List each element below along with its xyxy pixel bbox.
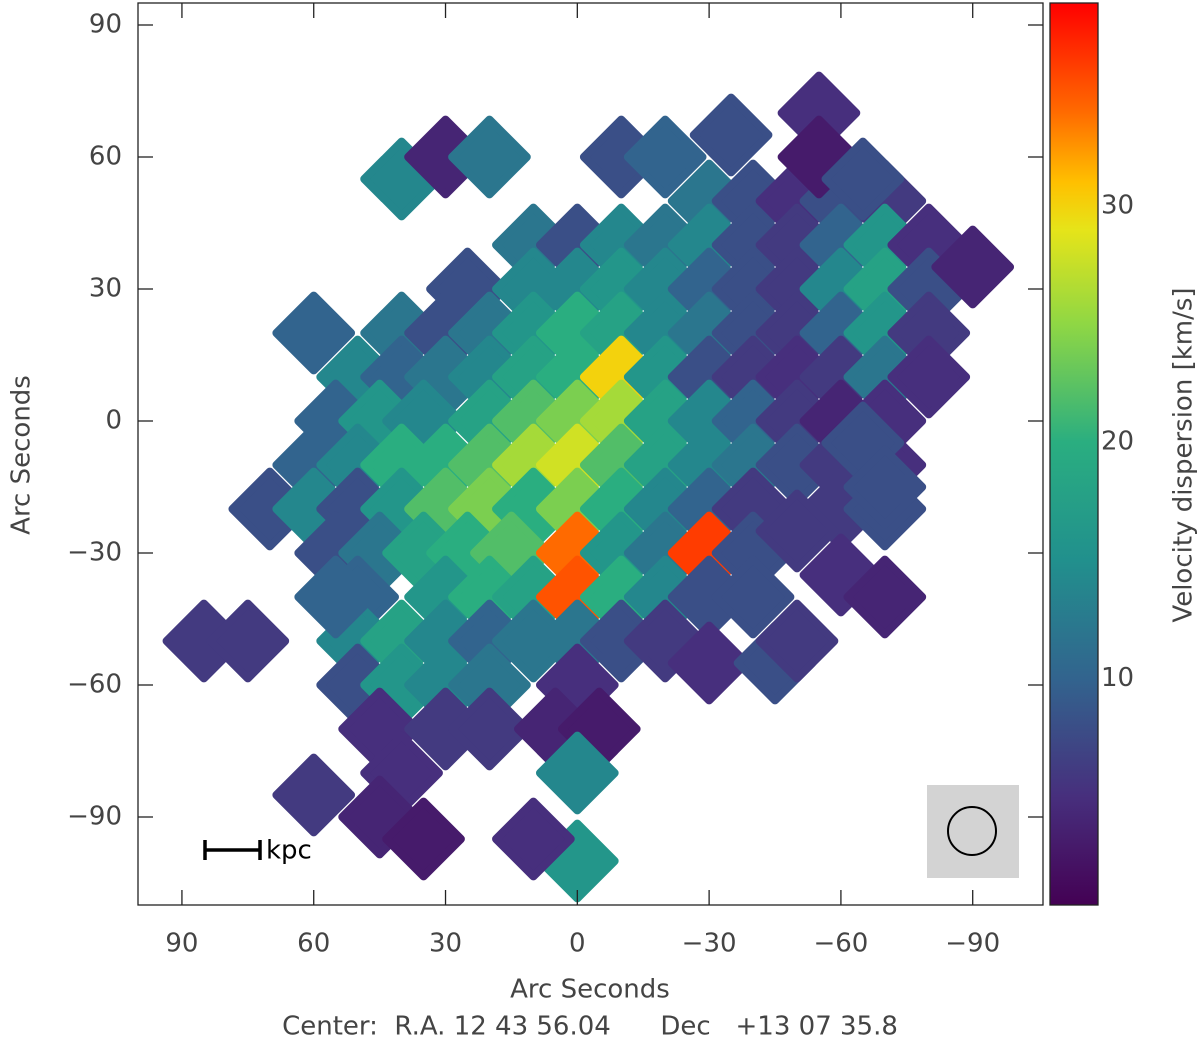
x-tick-label: 60 bbox=[297, 929, 330, 959]
cell bbox=[821, 137, 905, 221]
cell bbox=[535, 731, 619, 815]
colorbar bbox=[1049, 2, 1099, 906]
cell bbox=[711, 555, 795, 639]
cell bbox=[272, 291, 356, 375]
cell bbox=[931, 225, 1015, 309]
x-tick-label: 90 bbox=[165, 929, 198, 959]
y-tick-label: 60 bbox=[89, 142, 122, 172]
y-tick-label: −30 bbox=[67, 538, 122, 568]
y-tick-label: 90 bbox=[89, 10, 122, 40]
cell bbox=[272, 753, 356, 837]
cell bbox=[623, 599, 707, 683]
cell bbox=[294, 555, 378, 639]
y-tick-label: −90 bbox=[67, 802, 122, 832]
cell bbox=[843, 445, 927, 529]
cell bbox=[448, 115, 531, 199]
axes: 90 60 30 0 −30 −60 −90 90 60 30 0 −30 −60 −90 bbox=[67, 3, 1098, 959]
y-axis-label: Arc Seconds bbox=[7, 375, 37, 535]
cell bbox=[755, 489, 839, 573]
x-tick-label: −60 bbox=[813, 929, 868, 959]
cell bbox=[206, 599, 290, 683]
cell bbox=[689, 93, 773, 177]
cell bbox=[843, 555, 927, 639]
cell bbox=[887, 335, 971, 419]
cell bbox=[448, 687, 531, 771]
cell bbox=[382, 797, 465, 881]
map bbox=[162, 71, 1015, 903]
colorbar-tick-label: 20 bbox=[1101, 427, 1134, 457]
beam bbox=[947, 806, 997, 856]
cell bbox=[667, 621, 751, 705]
footer: Center: R.A. 12 43 56.04 Dec +13 07 35.8 bbox=[282, 1012, 898, 1041]
x-tick-label: 30 bbox=[429, 929, 462, 959]
plot-frame bbox=[137, 2, 1044, 906]
x-axis-label: Arc Seconds bbox=[510, 975, 670, 1005]
y-tick-label: −60 bbox=[67, 670, 122, 700]
colorbar-tick-label: 10 bbox=[1101, 663, 1134, 693]
x-tick-label: −30 bbox=[682, 929, 737, 959]
colorbar-label: Velocity dispersion [km/s] bbox=[1169, 287, 1199, 622]
y-tick-label: 30 bbox=[89, 274, 122, 304]
scale-bar bbox=[203, 840, 262, 860]
x-tick-label: −90 bbox=[945, 929, 1000, 959]
cell bbox=[623, 115, 707, 199]
colorbar-tick-label: 30 bbox=[1101, 191, 1134, 221]
beam-box bbox=[927, 785, 1019, 878]
scale-bar-label: kpc bbox=[266, 836, 312, 866]
x-tick-label: 0 bbox=[569, 929, 586, 959]
cell bbox=[755, 599, 839, 683]
cell bbox=[492, 797, 575, 881]
y-tick-label: 0 bbox=[105, 406, 122, 436]
